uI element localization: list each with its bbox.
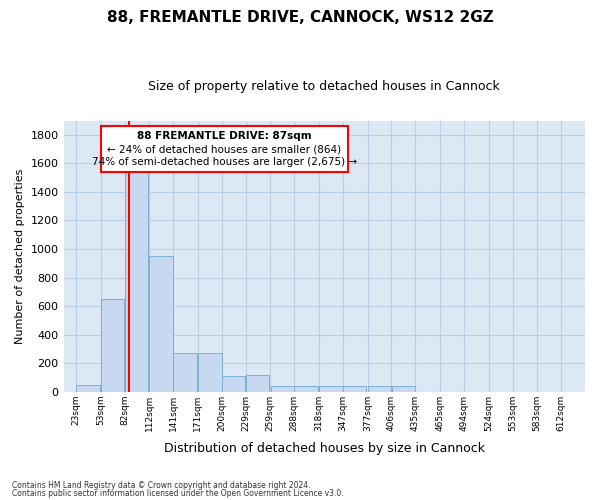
Text: Contains public sector information licensed under the Open Government Licence v3: Contains public sector information licen…: [12, 488, 344, 498]
Bar: [149, 256, 173, 392]
Bar: [368, 386, 391, 392]
X-axis label: Distribution of detached houses by size in Cannock: Distribution of detached houses by size …: [164, 442, 485, 455]
Text: 88, FREMANTLE DRIVE, CANNOCK, WS12 2GZ: 88, FREMANTLE DRIVE, CANNOCK, WS12 2GZ: [107, 10, 493, 25]
Bar: [173, 353, 197, 392]
Y-axis label: Number of detached properties: Number of detached properties: [15, 168, 25, 344]
Text: 88 FREMANTLE DRIVE: 87sqm: 88 FREMANTLE DRIVE: 87sqm: [137, 132, 311, 141]
Text: ← 24% of detached houses are smaller (864): ← 24% of detached houses are smaller (86…: [107, 144, 341, 154]
Bar: [295, 386, 318, 392]
Bar: [222, 376, 245, 392]
Bar: [246, 374, 269, 392]
Bar: [343, 386, 367, 392]
Bar: [319, 386, 343, 392]
Bar: [271, 386, 294, 392]
Bar: [125, 156, 148, 392]
Bar: [101, 299, 124, 392]
Bar: [392, 386, 415, 392]
Bar: [76, 384, 100, 392]
FancyBboxPatch shape: [101, 126, 348, 172]
Text: Contains HM Land Registry data © Crown copyright and database right 2024.: Contains HM Land Registry data © Crown c…: [12, 481, 311, 490]
Text: 74% of semi-detached houses are larger (2,675) →: 74% of semi-detached houses are larger (…: [92, 157, 357, 167]
Title: Size of property relative to detached houses in Cannock: Size of property relative to detached ho…: [148, 80, 500, 93]
Bar: [198, 353, 221, 392]
